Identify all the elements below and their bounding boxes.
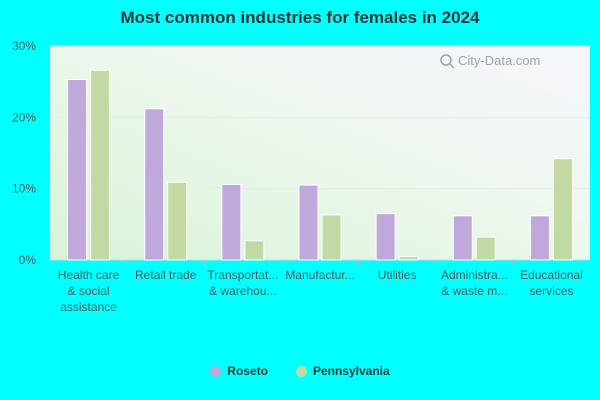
bar-pennsylvania[interactable] (398, 255, 419, 261)
bar-pennsylvania[interactable] (475, 236, 496, 261)
x-category-label: Manufactur... (285, 268, 354, 282)
chart-title: Most common industries for females in 20… (120, 8, 480, 27)
bar-roseto[interactable] (221, 183, 242, 261)
y-tick-label: 30% (12, 39, 36, 53)
legend-swatch (210, 365, 222, 377)
bar-pennsylvania[interactable] (552, 158, 573, 261)
bar-pennsylvania[interactable] (167, 181, 188, 261)
bar-pennsylvania[interactable] (321, 214, 342, 261)
magnifier-icon (440, 54, 452, 66)
bar-pennsylvania[interactable] (90, 69, 111, 261)
legend-label: Roseto (227, 364, 268, 378)
x-category-label: Transportat... & warehou... (207, 268, 278, 298)
y-tick-label: 0% (19, 253, 37, 267)
watermark-text: City-Data.com (458, 53, 540, 68)
bar-pennsylvania[interactable] (244, 240, 265, 261)
watermark: City-Data.com (440, 53, 540, 69)
x-category-label: Retail trade (135, 268, 197, 282)
legend-item-pennsylvania: Pennsylvania (295, 364, 390, 378)
bar-roseto[interactable] (67, 79, 88, 261)
bar-roseto[interactable] (529, 215, 550, 261)
bar-roseto[interactable] (144, 108, 165, 261)
legend-item-roseto: Roseto (210, 364, 268, 378)
legend: Roseto Pennsylvania (0, 364, 600, 378)
y-tick-label: 20% (12, 110, 36, 124)
legend-label: Pennsylvania (312, 364, 390, 378)
x-category-label: Administra... & waste m... (441, 268, 508, 298)
x-category-label: Utilities (378, 268, 417, 282)
bar-roseto[interactable] (452, 215, 473, 261)
y-tick-label: 10% (12, 182, 36, 196)
legend-swatch (295, 365, 307, 377)
plot-area (50, 46, 590, 260)
x-category-label: Educational services (520, 268, 583, 298)
bar-roseto[interactable] (298, 184, 319, 261)
bar-roseto[interactable] (375, 213, 396, 261)
x-category-label: Health care & social assistance (58, 268, 120, 314)
